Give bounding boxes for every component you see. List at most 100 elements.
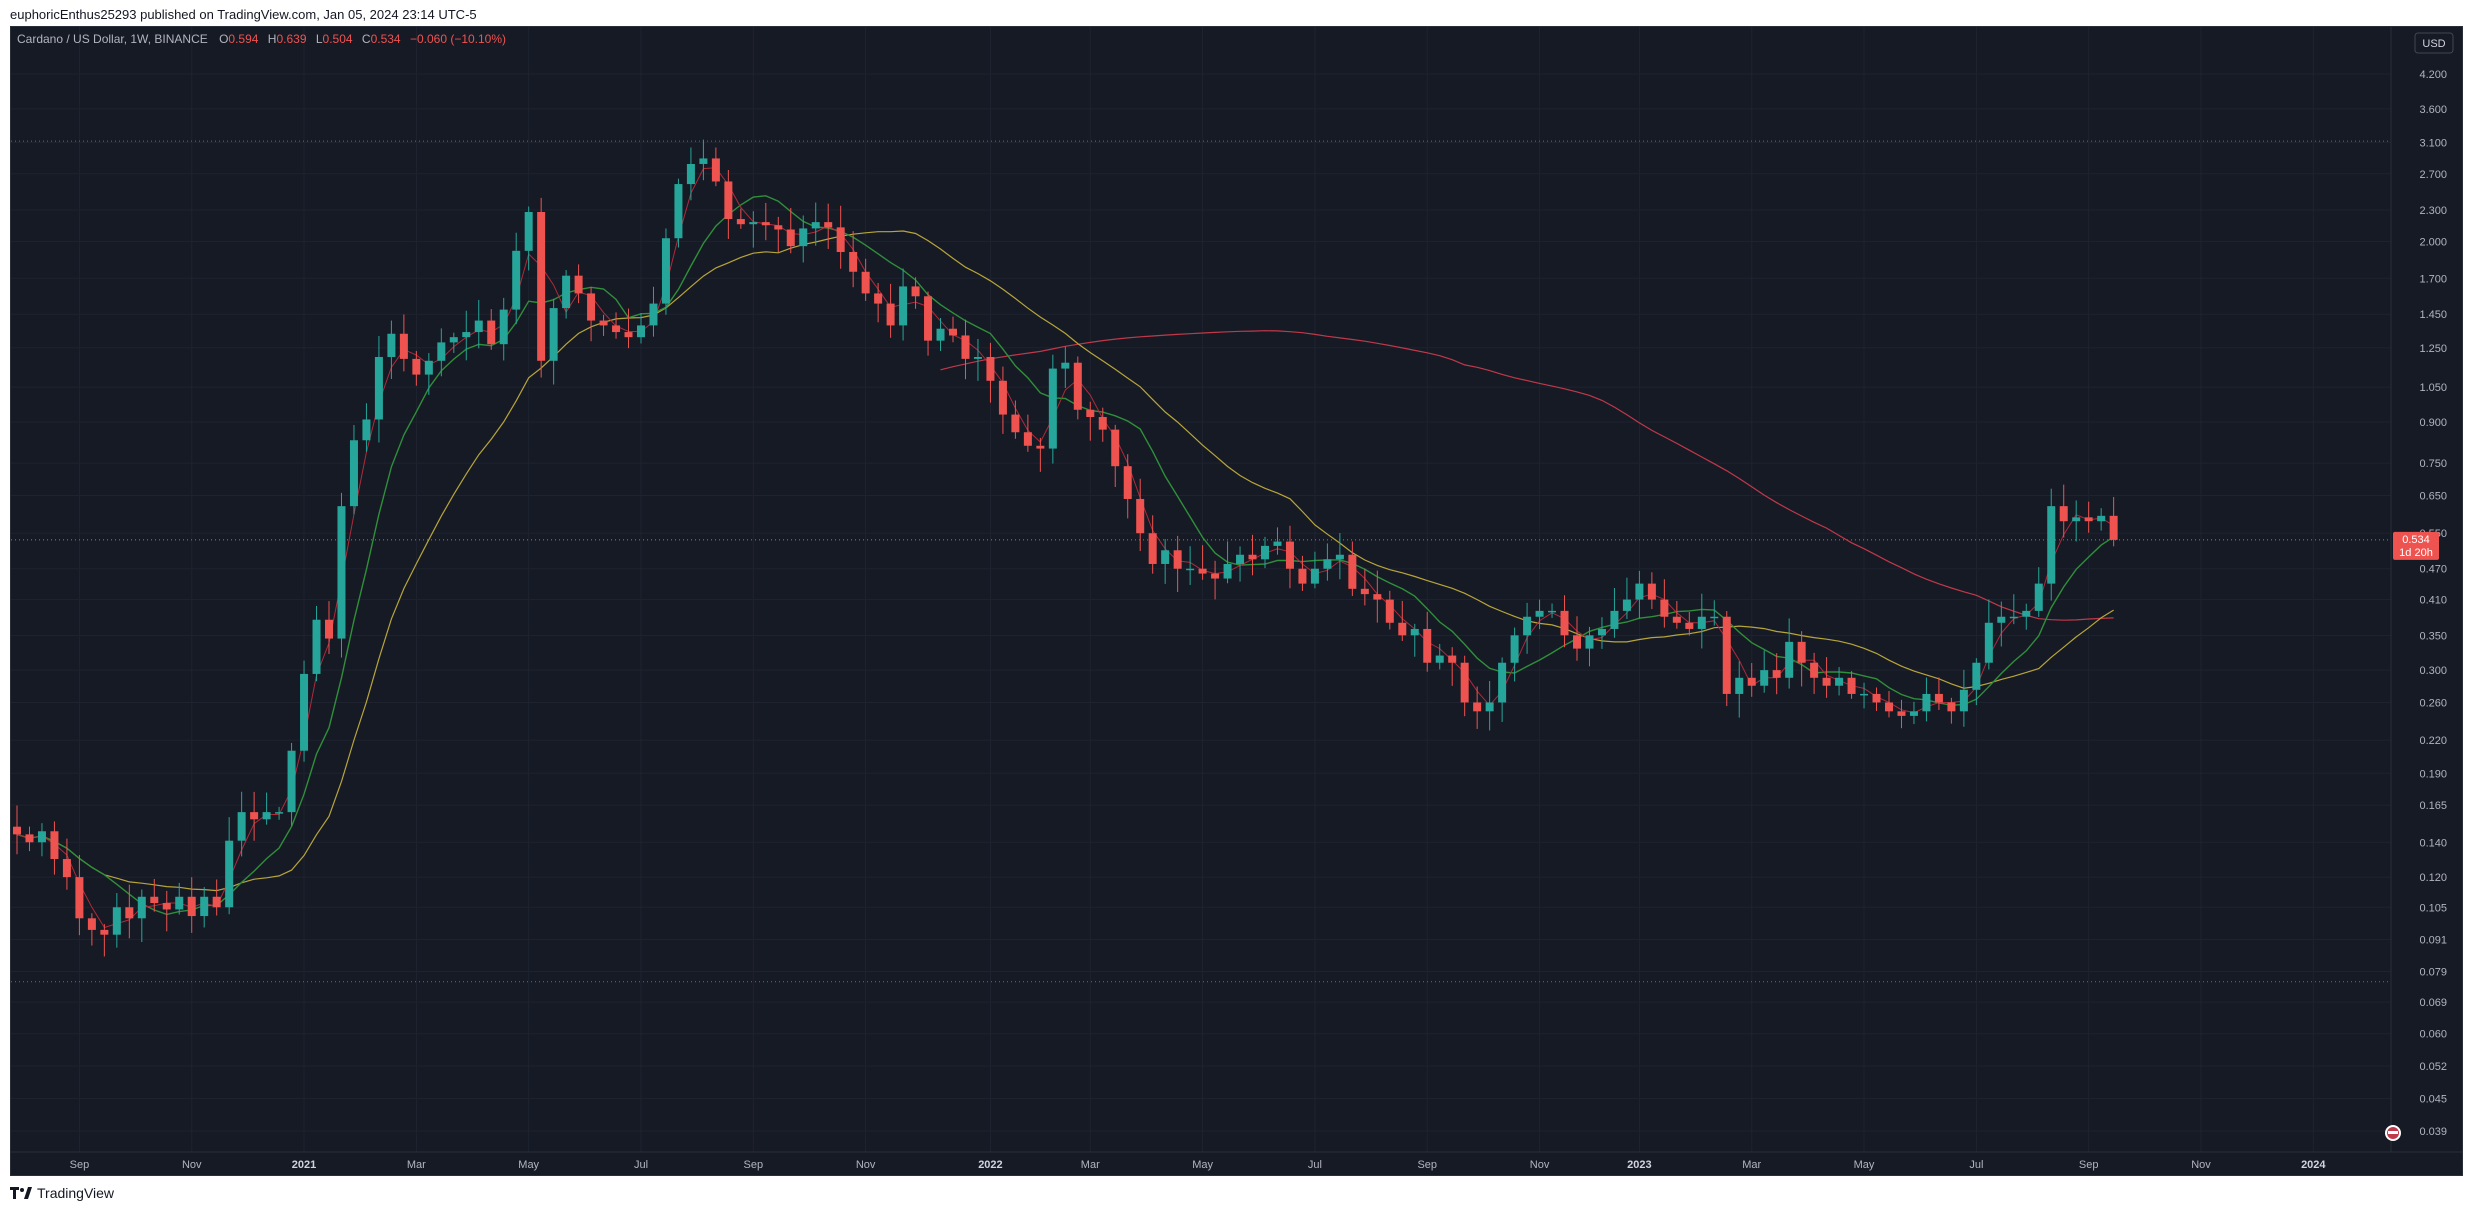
high-label: H [268, 32, 277, 46]
symbol-legend[interactable]: Cardano / US Dollar, 1W, BINANCE O0.594 … [17, 32, 506, 46]
price-tick-label: 2.300 [2419, 205, 2447, 217]
ma-slow-line [16, 230, 2114, 892]
candle-body [1535, 610, 1544, 617]
candle-body [1872, 693, 1881, 703]
candle-body [212, 896, 221, 908]
candle-body [487, 320, 496, 345]
price-tick-label: 4.200 [2419, 69, 2447, 81]
time-axis[interactable]: Sep Nov 2021 Mar May Jul Sep Nov 2022 Mar May Jul Se… [70, 1159, 2327, 1171]
candle-body [325, 619, 333, 639]
candle-body [1373, 594, 1382, 600]
candle-body [1947, 702, 1956, 712]
candle-body [1610, 610, 1619, 629]
time-tick-label: May [518, 1159, 539, 1171]
countdown-value: 1d 20h [2399, 547, 2433, 559]
candle-body [1111, 429, 1120, 467]
candle-body [1448, 655, 1457, 663]
time-tick-label: Nov [1530, 1159, 1550, 1171]
chart-frame[interactable]: 4.200 3.600 3.100 2.700 2.300 2.000 1.700 1.450… [10, 26, 2463, 1176]
time-tick-label: Nov [856, 1159, 876, 1171]
candle-body [2047, 506, 2056, 584]
candle-body [2072, 517, 2081, 522]
candle-body [749, 222, 758, 225]
candle-body [1248, 554, 1257, 560]
candle-body [37, 831, 46, 843]
candle-body [761, 222, 770, 226]
candle-body [437, 342, 446, 361]
candle-body [774, 225, 783, 230]
candle-body [911, 286, 920, 297]
symbol-name: Cardano / US Dollar, 1W, BINANCE [17, 32, 208, 46]
time-tick-label: Sep [744, 1159, 764, 1171]
candle-body [1523, 616, 1532, 636]
candle-body [1323, 559, 1332, 569]
time-tick-label: Nov [182, 1159, 202, 1171]
price-tick-label: 0.350 [2419, 630, 2447, 642]
candle-body [1198, 568, 1207, 574]
candle-body [424, 360, 433, 375]
candle-body [1722, 616, 1731, 694]
candle-body [2022, 610, 2031, 617]
candle-body [724, 181, 733, 220]
last-price-value: 0.534 [2402, 534, 2430, 546]
grid [11, 27, 2391, 1152]
candle-body [1560, 610, 1569, 636]
candle-body [824, 222, 833, 228]
candle-body [624, 332, 633, 338]
candle-body [1685, 622, 1694, 629]
currency-button[interactable]: USD [2414, 32, 2454, 54]
price-tick-label: 0.260 [2419, 697, 2447, 709]
time-tick-label: 2023 [1627, 1159, 1651, 1171]
candle-body [587, 293, 596, 321]
tradingview-logo-icon [10, 1187, 32, 1199]
candle-body [1860, 693, 1869, 696]
price-tick-label: 0.650 [2419, 490, 2447, 502]
price-tick-label: 1.250 [2419, 343, 2447, 355]
candle-body [275, 812, 284, 814]
candle-body [50, 831, 59, 860]
candle-body [1510, 635, 1519, 663]
candle-body [1635, 583, 1644, 600]
candle-body [62, 859, 71, 878]
time-tick-label: Jul [634, 1159, 648, 1171]
candle-body [1223, 563, 1232, 579]
candle-body [175, 896, 184, 910]
time-tick-label: Jul [1969, 1159, 1983, 1171]
price-tick-label: 0.750 [2419, 458, 2447, 470]
candle-body [1498, 662, 1507, 703]
price-axis[interactable]: 4.200 3.600 3.100 2.700 2.300 2.000 1.700 1.450… [2419, 69, 2447, 1138]
candle-body [1997, 616, 2006, 623]
candle-body [462, 332, 471, 338]
flag-icon[interactable] [2385, 1125, 2401, 1141]
candle-body [262, 812, 271, 820]
candle-body [1548, 610, 1557, 613]
candle-body [1822, 677, 1831, 686]
horizontal-lines [11, 140, 2391, 983]
candle-body [986, 356, 995, 381]
candle-body [537, 211, 546, 361]
ma-mid-line [16, 195, 2114, 916]
price-tick-label: 0.140 [2419, 837, 2447, 849]
candle-body [499, 309, 508, 345]
candle-body [1098, 417, 1107, 430]
price-tick-label: 0.052 [2419, 1061, 2447, 1073]
close-value: 0.534 [371, 32, 401, 46]
time-tick-label: 2022 [978, 1159, 1002, 1171]
candle-body [1885, 702, 1893, 712]
candle-body [1847, 677, 1856, 694]
candle-body [1647, 583, 1656, 600]
price-tick-label: 0.410 [2419, 595, 2447, 607]
candle-body [412, 358, 421, 375]
candle-body [886, 303, 895, 326]
candle-body [1061, 362, 1070, 369]
candle-body [1810, 662, 1819, 678]
candlestick-chart[interactable]: 4.200 3.600 3.100 2.700 2.300 2.000 1.700 1.450… [11, 27, 2462, 1175]
candle-body [312, 619, 321, 674]
change-value: −0.060 (−10.10%) [410, 32, 506, 46]
candle-body [1023, 432, 1032, 446]
candle-body [1173, 550, 1182, 569]
time-tick-label: May [1192, 1159, 1213, 1171]
tradingview-brand[interactable]: TradingView [10, 1185, 114, 1201]
candle-body [1735, 677, 1744, 694]
open-label: O [219, 32, 228, 46]
